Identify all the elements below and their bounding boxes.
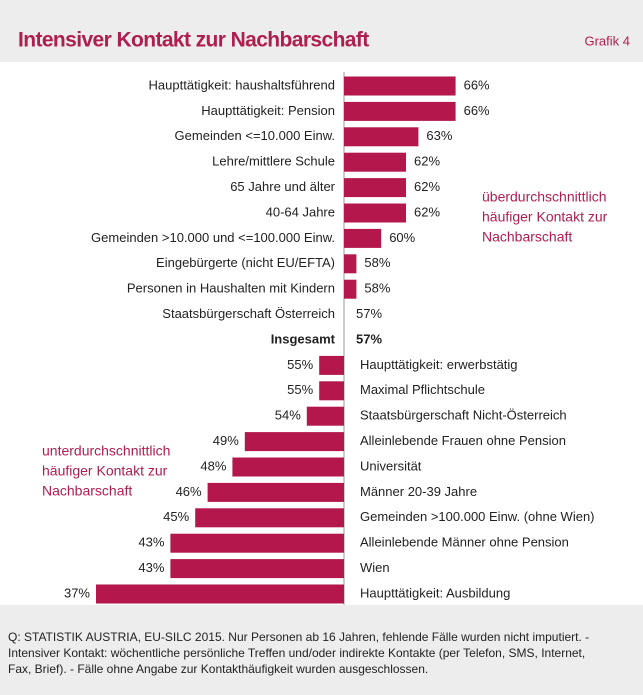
bar — [96, 584, 344, 604]
figure-label: Grafik 4 — [584, 33, 630, 48]
bar — [344, 127, 419, 147]
value-label: 62% — [414, 204, 440, 219]
category-label: Insgesamt — [271, 331, 336, 346]
category-label: Eingebürgerte (nicht EU/EFTA) — [156, 255, 335, 270]
bar — [170, 533, 344, 553]
bar — [344, 254, 357, 274]
value-label: 48% — [200, 458, 226, 473]
chart-title: Intensiver Kontakt zur Nachbarschaft — [18, 29, 369, 52]
category-label: Gemeinden >10.000 und <=100.000 Einw. — [91, 230, 335, 245]
bar — [344, 228, 382, 248]
annotation: unterdurchschnittlich — [42, 443, 170, 459]
value-label: 62% — [414, 154, 440, 169]
bar — [195, 508, 344, 528]
bar — [344, 178, 406, 198]
category-label: Universität — [360, 458, 422, 473]
category-label: Haupttätigkeit: haushaltsführend — [149, 77, 335, 92]
category-label: Staatsbürgerschaft Nicht-Österreich — [360, 408, 567, 423]
bar — [244, 432, 344, 452]
annotation: häufiger Kontakt zur — [42, 463, 168, 479]
value-label: 43% — [138, 560, 164, 575]
annotation: überdurchschnittlich — [482, 189, 607, 205]
category-label: Gemeinden <=10.000 Einw. — [175, 128, 335, 143]
category-label: Maximal Pflichtschule — [360, 382, 485, 397]
value-label: 45% — [163, 509, 189, 524]
category-label: Haupttätigkeit: erwerbstätig — [360, 357, 518, 372]
bar — [344, 76, 456, 96]
category-label: Wien — [360, 560, 390, 575]
category-label: Lehre/mittlere Schule — [212, 154, 335, 169]
value-label: 43% — [138, 535, 164, 550]
value-label: 66% — [464, 77, 490, 92]
bar — [170, 559, 344, 579]
value-label: 58% — [364, 255, 390, 270]
value-label: 54% — [275, 408, 301, 423]
annotation: Nachbarschaft — [482, 229, 572, 245]
value-label: 46% — [176, 484, 202, 499]
bar — [207, 482, 344, 502]
value-label: 55% — [287, 357, 313, 372]
value-label: 57% — [356, 306, 382, 321]
bar — [344, 279, 357, 299]
bar — [319, 381, 344, 401]
source-note: Fax, Brief). - Fälle ohne Angabe zur Kon… — [8, 662, 428, 676]
category-label: Männer 20-39 Jahre — [360, 484, 477, 499]
annotation: Nachbarschaft — [42, 483, 132, 499]
category-label: Gemeinden >100.000 Einw. (ohne Wien) — [360, 509, 595, 524]
value-label: 58% — [364, 281, 390, 296]
category-label: Staatsbürgerschaft Österreich — [162, 306, 335, 321]
bar — [344, 203, 406, 223]
bar — [344, 152, 406, 172]
category-label: Haupttätigkeit: Ausbildung — [360, 585, 510, 600]
bar — [306, 406, 344, 426]
category-label: Personen in Haushalten mit Kindern — [127, 281, 335, 296]
value-label: 49% — [213, 433, 239, 448]
value-label: 66% — [464, 103, 490, 118]
value-label: 55% — [287, 382, 313, 397]
category-label: Alleinlebende Frauen ohne Pension — [360, 433, 566, 448]
category-label: Haupttätigkeit: Pension — [201, 103, 335, 118]
category-label: Alleinlebende Männer ohne Pension — [360, 535, 569, 550]
bar — [344, 101, 456, 121]
annotation: häufiger Kontakt zur — [482, 209, 608, 225]
value-label: 62% — [414, 179, 440, 194]
value-label: 57% — [356, 331, 382, 346]
value-label: 37% — [64, 585, 90, 600]
bar — [232, 457, 344, 477]
source-note: Q: STATISTIK AUSTRIA, EU-SILC 2015. Nur … — [8, 630, 589, 644]
category-label: 65 Jahre und älter — [230, 179, 335, 194]
value-label: 60% — [389, 230, 415, 245]
value-label: 63% — [426, 128, 452, 143]
source-note: Intensiver Kontakt: wöchentliche persönl… — [8, 646, 585, 660]
category-label: 40-64 Jahre — [266, 204, 335, 219]
bar — [319, 355, 344, 375]
